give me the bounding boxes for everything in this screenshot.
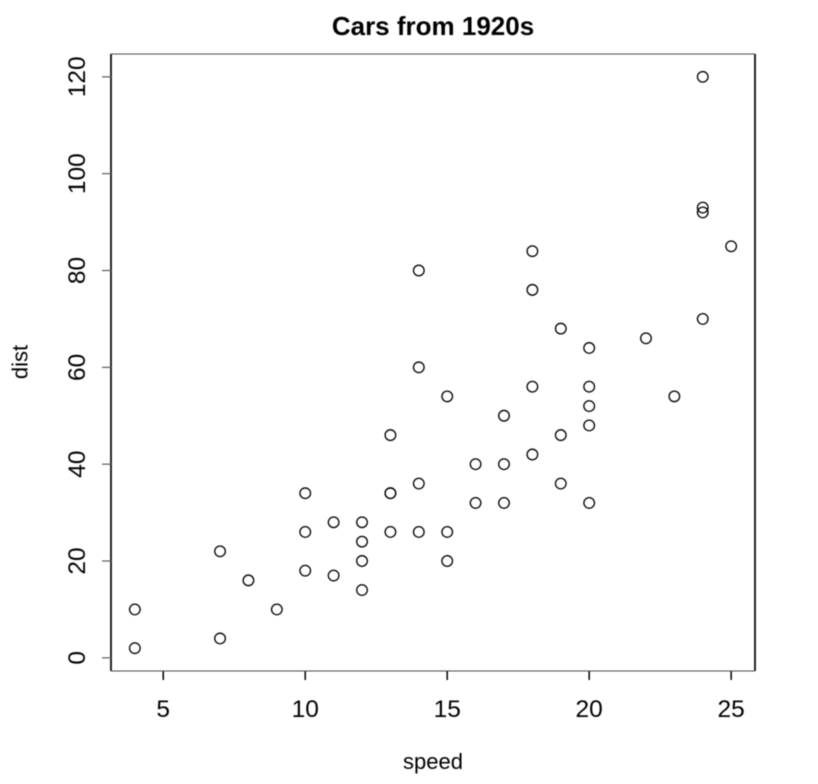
svg-text:0: 0 <box>64 651 91 665</box>
svg-text:25: 25 <box>718 696 745 723</box>
svg-text:15: 15 <box>434 696 461 723</box>
svg-text:speed: speed <box>403 749 463 774</box>
svg-text:80: 80 <box>64 257 91 284</box>
svg-text:60: 60 <box>64 354 91 381</box>
svg-text:120: 120 <box>64 56 91 97</box>
svg-text:100: 100 <box>64 153 91 194</box>
svg-text:20: 20 <box>64 547 91 574</box>
svg-text:dist: dist <box>8 345 33 379</box>
svg-text:5: 5 <box>156 696 170 723</box>
svg-text:10: 10 <box>292 696 319 723</box>
svg-text:Cars from 1920s: Cars from 1920s <box>332 11 534 41</box>
svg-text:20: 20 <box>576 696 603 723</box>
svg-text:40: 40 <box>64 451 91 478</box>
